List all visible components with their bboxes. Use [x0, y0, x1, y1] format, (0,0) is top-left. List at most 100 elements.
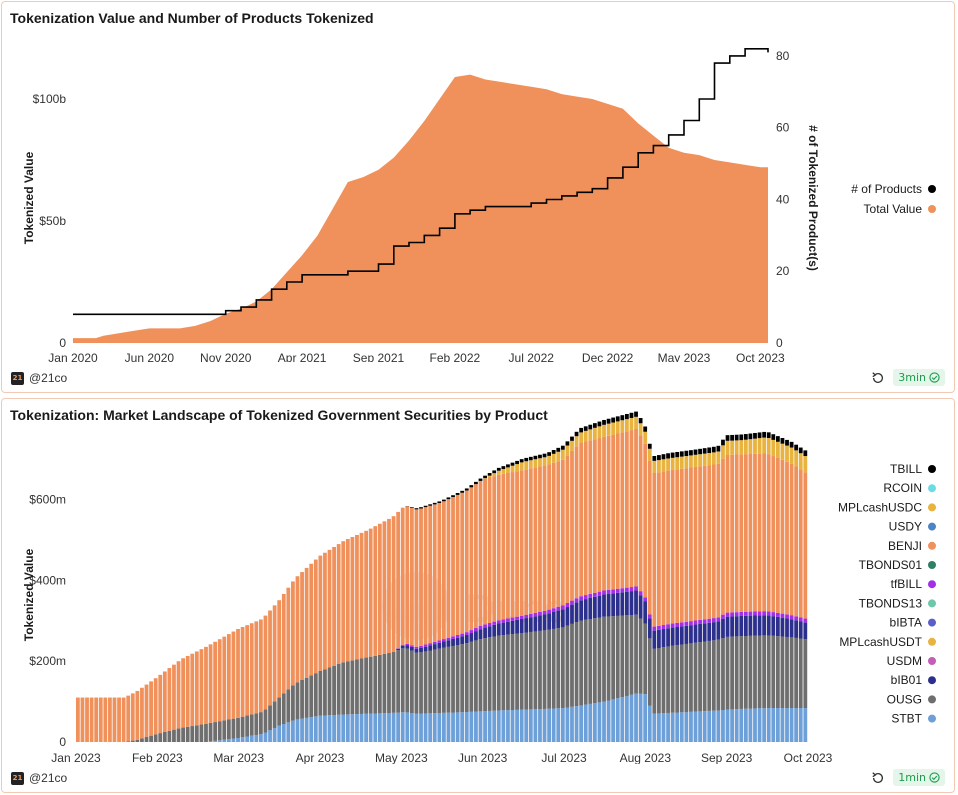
bar-segment-bib01 [803, 622, 808, 640]
bar-segment-bib01 [652, 630, 657, 649]
bar-segment-tfbill [528, 613, 533, 618]
bar-segment-mplcashusdc [615, 421, 620, 434]
bar-segment-ousg [240, 716, 245, 738]
bar-segment-benji [501, 473, 506, 620]
x-tick-label: Jun 2020 [125, 351, 175, 362]
products-count-line [73, 48, 769, 316]
bar-segment-bib01 [423, 646, 428, 652]
bar-segment-mplcashusdc [592, 427, 597, 440]
bar-segment-benji [766, 454, 771, 612]
bar-segment-ousg [556, 628, 561, 709]
y-tick-label: $100b [33, 92, 67, 106]
bar-segment-tbill [579, 427, 584, 433]
author-handle[interactable]: @21co [29, 771, 68, 785]
bar-segment-stbt [592, 703, 597, 742]
bar-segment-mplcashusdc [707, 452, 712, 466]
bar-segment-ousg [515, 633, 519, 710]
x-tick-label: Jul 2023 [541, 751, 587, 764]
bar-segment-benji [263, 615, 268, 710]
bar-segment-benji [98, 697, 103, 742]
bar-segment-tbill [743, 434, 748, 440]
bar-segment-bib01 [638, 595, 643, 619]
bar-segment-benji [588, 440, 593, 594]
bar-segment-tbill [519, 459, 524, 463]
bar-segment-ousg [592, 618, 597, 704]
bar-segment-stbt [675, 712, 680, 742]
bar-segment-tfbill [661, 625, 666, 630]
bar-segment-tbill [469, 485, 474, 488]
bar-segment-ousg [483, 638, 487, 712]
bar-segment-benji [126, 695, 131, 742]
bar-segment-stbt [762, 708, 767, 742]
bar-segment-benji [771, 456, 776, 613]
bar-segment-mplcashusdc [748, 439, 753, 454]
bar-segment-benji [666, 470, 670, 625]
bar-segment-benji [387, 518, 391, 654]
bar-segment-ousg [446, 646, 451, 713]
bar-segment-ousg [455, 645, 460, 713]
bar-segment-stbt [753, 708, 757, 742]
refresh-badge: 3min [893, 369, 945, 386]
bar-segment-stbt [464, 712, 469, 742]
bar-segment-stbt [291, 720, 295, 742]
bar-segment-stbt [748, 708, 753, 742]
bar-segment-tfbill [574, 598, 579, 603]
bar-segment-tbill [766, 432, 771, 438]
bar-segment-stbt [300, 718, 304, 742]
bar-segment-stbt [666, 712, 670, 742]
bar-segment-benji [583, 441, 588, 596]
bar-segment-mplcashusdc [574, 436, 579, 447]
bar-segment-tbill [707, 447, 712, 453]
bar-segment-tfbill [551, 608, 556, 612]
bar-segment-mplcashusdc [611, 422, 616, 435]
refresh-icon[interactable] [871, 371, 885, 385]
bar-segment-benji [743, 454, 748, 612]
bar-segment-benji [542, 465, 547, 611]
bar-segment-benji [748, 453, 753, 612]
bar-segment-benji [547, 464, 552, 610]
bar-segment-stbt [359, 713, 364, 742]
refresh-icon[interactable] [871, 771, 885, 785]
bar-segment-stbt [368, 713, 373, 742]
bar-segment-benji [323, 552, 327, 670]
bar-segment-bib01 [748, 615, 753, 636]
bar-segment-ousg [634, 614, 638, 694]
bar-segment-ousg [675, 645, 680, 713]
bar-segment-ousg [570, 623, 574, 707]
bar-segment-stbt [780, 708, 785, 742]
x-tick-label: Aug 2023 [620, 751, 672, 764]
bar-segment-tbill [455, 493, 460, 495]
bar-segment-benji [528, 468, 533, 614]
bar-segment-benji [698, 466, 702, 620]
bar-segment-tbill [689, 450, 693, 456]
bar-segment-stbt [803, 708, 808, 742]
bar-segment-bib01 [556, 610, 561, 629]
bar-segment-ousg [725, 636, 730, 710]
bar-segment-tbill [464, 488, 469, 491]
bar-segment-ousg [199, 724, 204, 742]
bar-segment-mplcashusdc [730, 440, 735, 455]
bar-segment-tbill [753, 432, 757, 439]
bar-segment-tfbill [643, 597, 648, 602]
bar-segment-bib01 [524, 618, 529, 633]
bar-segment-benji [409, 507, 414, 646]
bar-segment-ousg [364, 657, 369, 714]
bar-segment-ousg [538, 630, 542, 710]
bar-segment-tbill [794, 444, 799, 451]
y-axis-label: Tokenized Value [22, 151, 36, 244]
bar-segment-stbt [757, 708, 762, 742]
bar-segment-stbt [304, 717, 309, 742]
bar-segment-tbill [620, 415, 625, 421]
bar-segment-mplcashusdc [780, 443, 785, 460]
bar-segment-ousg [217, 721, 222, 741]
bar-segment-tbill [446, 497, 451, 500]
author-handle[interactable]: @21co [29, 371, 68, 385]
bar-segment-bib01 [533, 616, 538, 632]
bar-segment-tfbill [396, 648, 401, 649]
bar-segment-tbill [478, 478, 483, 481]
bar-segment-tbill [611, 417, 616, 423]
bar-segment-tfbill [506, 618, 510, 622]
bar-segment-benji [442, 501, 446, 640]
bar-segment-stbt [519, 709, 524, 742]
bar-segment-ousg [611, 616, 616, 700]
